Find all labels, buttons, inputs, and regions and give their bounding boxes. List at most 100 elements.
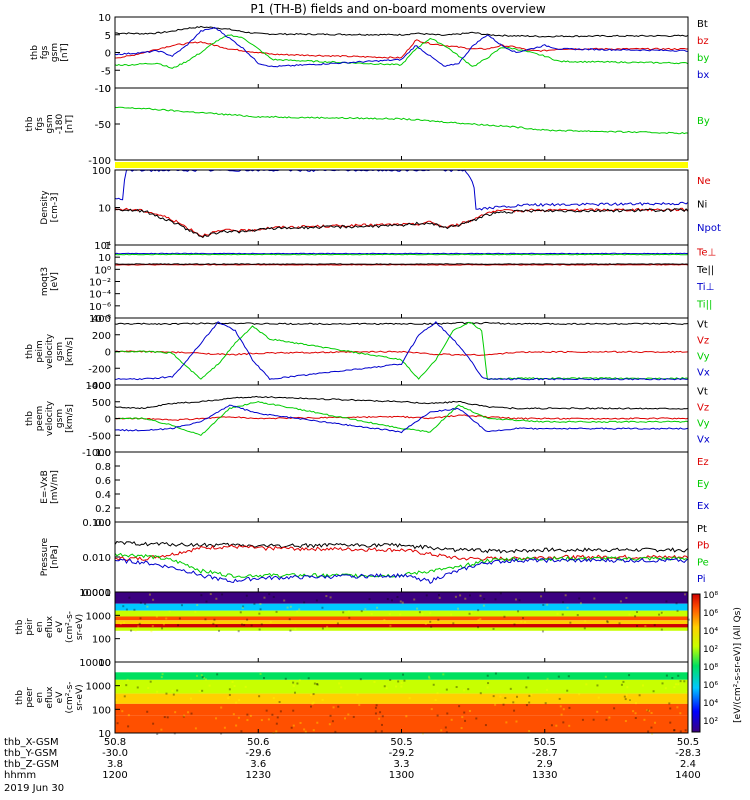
spectrogram-speck	[451, 719, 453, 721]
spectrogram-speck	[277, 716, 279, 718]
spectrogram-speck	[382, 715, 384, 717]
spectrogram-speck	[677, 675, 679, 677]
spectrogram-speck	[152, 723, 154, 725]
series-fgs-3	[115, 27, 688, 67]
spectrogram-speck	[172, 690, 174, 692]
spectrogram-speck	[545, 702, 547, 704]
spectrogram-speck	[568, 707, 570, 709]
y-axis-label-line: peem	[35, 406, 45, 432]
spectrogram-speck	[356, 694, 358, 696]
spectrogram-speck	[429, 621, 431, 623]
series-pressure-1	[115, 545, 688, 561]
y-axis-label-line: thb	[25, 411, 35, 426]
spectrogram-speck	[562, 614, 564, 616]
legend-label: Vt	[697, 387, 708, 398]
y-axis-label-line: thb	[15, 690, 25, 705]
spectrogram-speck	[500, 592, 502, 594]
spectrogram-speck	[329, 723, 331, 725]
spectrogram-speck	[517, 610, 519, 612]
spectrogram-speck	[253, 603, 255, 605]
colorbar-tick-label: 10⁸	[703, 663, 718, 673]
y-tick-label: 0	[105, 415, 111, 426]
spectrogram-speck	[149, 594, 151, 596]
spectrogram-speck	[285, 678, 287, 680]
spectrogram-speck	[580, 602, 582, 604]
x-axis-value: 1200	[102, 770, 127, 781]
spectrogram-speck	[330, 596, 332, 598]
y-tick-label: 500	[92, 398, 111, 409]
spectrogram-speck	[433, 684, 435, 686]
spectrogram-speck	[117, 722, 119, 724]
colorbar-tick-label: 10²	[703, 645, 718, 655]
spectrogram-speck	[333, 706, 335, 708]
spectrogram-speck	[636, 625, 638, 627]
spectrogram-speck	[483, 605, 485, 607]
spectrogram-speck	[205, 601, 207, 603]
spectrogram-speck	[513, 710, 515, 712]
x-axis-value: 3.6	[250, 759, 266, 770]
spectrogram-speck	[293, 685, 295, 687]
y-tick-label: 10⁰	[94, 265, 111, 276]
spectrogram-speck	[561, 714, 563, 716]
spectrogram-speck	[625, 720, 627, 722]
spectrogram-speck	[210, 593, 212, 595]
spectrogram-speck	[152, 599, 154, 601]
spectrogram-speck	[242, 607, 244, 609]
spectrogram-speck	[194, 611, 196, 613]
x-axis-value: 50.5	[677, 737, 699, 748]
spectrogram-speck	[250, 715, 252, 717]
spectrogram-speck	[209, 685, 211, 687]
spectrogram-speck	[437, 692, 439, 694]
spectrogram-speck	[246, 714, 248, 716]
spectrogram-speck	[246, 595, 248, 597]
panel-peir-spectrogram: 10000 1000 100 10 thb peir en eflux eV (cm²-s-sr-…	[15, 588, 690, 669]
spectrogram-speck	[620, 600, 622, 602]
x-axis-value: 1300	[389, 770, 414, 781]
spectrogram-speck	[626, 686, 628, 688]
spectrogram-speck	[371, 613, 373, 615]
spectrogram-speck	[140, 602, 142, 604]
y-tick-label: 10⁻²	[89, 278, 111, 289]
spectrogram-speck	[122, 605, 124, 607]
spectrogram-speck	[183, 715, 185, 717]
y-tick-label: -500	[88, 431, 111, 442]
spectrogram-speck	[607, 621, 609, 623]
y-tick-label: 5	[105, 31, 111, 42]
spectrogram-speck	[643, 719, 645, 721]
y-tick-label: 10⁻⁶	[89, 302, 111, 313]
spectrogram-speck	[480, 692, 482, 694]
spectrogram-speck	[190, 698, 192, 700]
spectrogram-speck	[431, 708, 433, 710]
y-axis-label-line: Pressure	[40, 537, 50, 576]
spectrogram-speck	[293, 725, 295, 727]
spectrogram-speck	[205, 678, 207, 680]
spectrogram-speck	[635, 712, 637, 714]
spectrogram-speck	[173, 694, 175, 696]
x-axis-value: 1330	[532, 770, 557, 781]
spectrogram-speck	[259, 603, 261, 605]
spectrogram-speck	[156, 691, 158, 693]
spectrogram-speck	[238, 699, 240, 701]
spectrogram-speck	[229, 688, 231, 690]
y-axis-label-line: thb	[25, 344, 35, 359]
spectrogram-speck	[480, 595, 482, 597]
spectrogram-speck	[605, 676, 607, 678]
spectrogram-speck	[403, 680, 405, 682]
x-axis-value: 50.5	[390, 737, 412, 748]
spectrogram-speck	[542, 604, 544, 606]
spectrogram-speck	[397, 680, 399, 682]
y-axis-label-line: gsm	[45, 114, 55, 133]
spectrogram-speck	[276, 723, 278, 725]
spectrogram-speck	[313, 729, 315, 731]
spectrogram-speck	[555, 725, 557, 727]
y-axis-label-line: eflux	[45, 686, 55, 709]
spectrogram-speck	[634, 615, 636, 617]
spectrogram-speck	[430, 626, 432, 628]
spectrogram-speck	[673, 729, 675, 731]
spectrogram-speck	[316, 599, 318, 601]
x-axis-value: 1230	[246, 770, 271, 781]
y-tick-label: 200	[92, 331, 111, 342]
legend-label: Ti||	[696, 300, 712, 311]
spectrogram-speck	[125, 684, 127, 686]
y-tick-label: 10⁲	[98, 253, 111, 264]
